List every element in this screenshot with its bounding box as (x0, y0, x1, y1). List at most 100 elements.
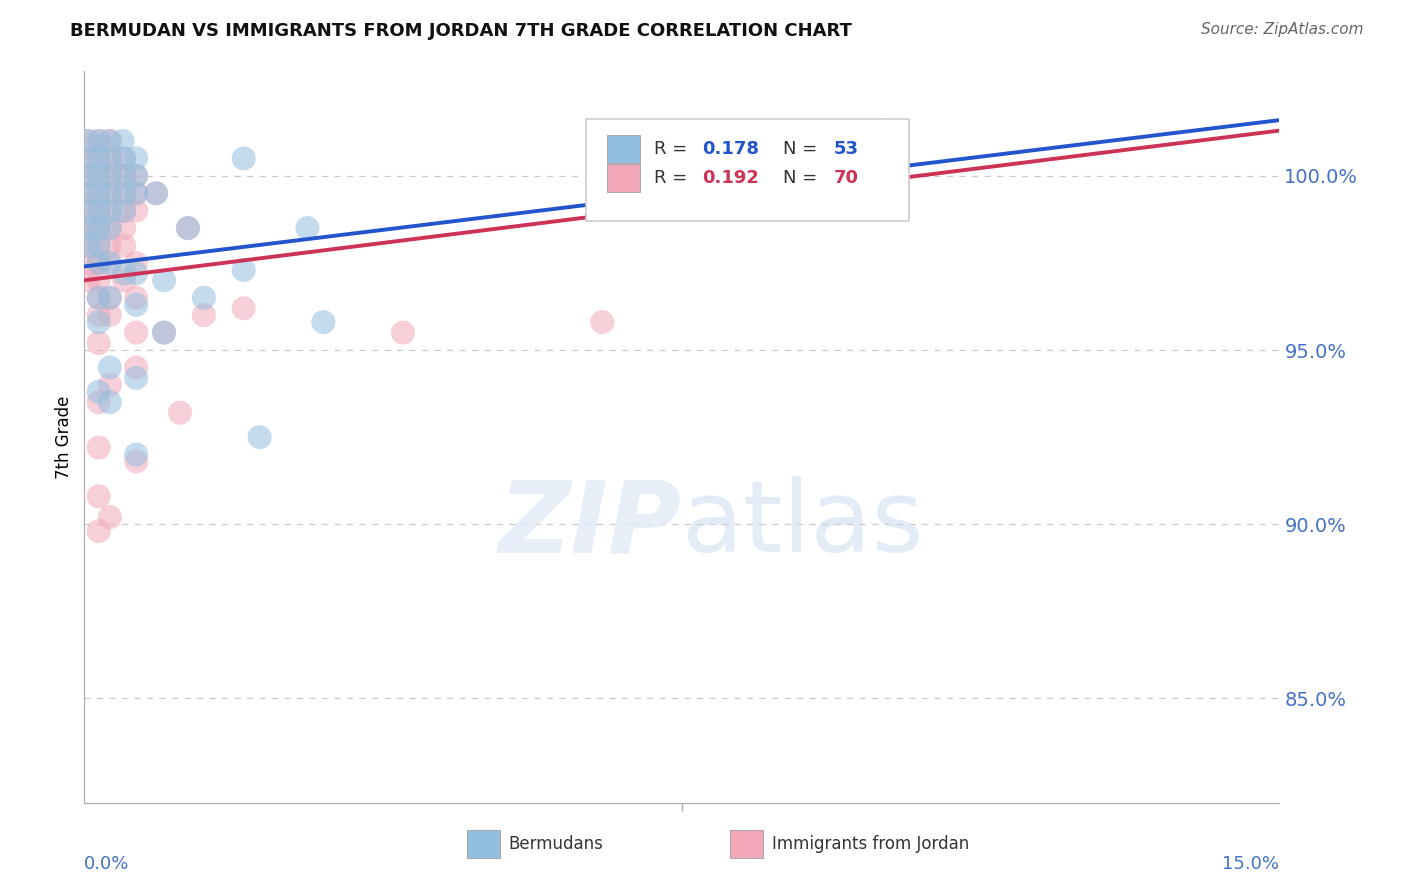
Point (87, 152, 110, 166)
Point (77, 134, 100, 148)
Point (125, 454, 148, 468)
Point (77, 221, 100, 235)
Y-axis label: 7th Grade: 7th Grade (55, 395, 73, 479)
Text: Bermudans: Bermudans (509, 835, 603, 853)
Text: N =: N = (783, 169, 824, 187)
FancyBboxPatch shape (586, 119, 910, 221)
Point (87, 291, 110, 305)
Point (98, 256, 121, 270)
Point (98, 186, 121, 201)
Point (87, 221, 110, 235)
Point (87, 152, 110, 166)
Point (87, 441, 110, 455)
Point (98, 134, 121, 148)
Point (87, 256, 110, 270)
Point (98, 169, 121, 183)
Point (87, 203, 110, 218)
Point (125, 203, 148, 218)
Bar (606, 135, 640, 163)
Text: 15.0%: 15.0% (1222, 855, 1279, 873)
Point (98, 360, 121, 375)
Point (112, 203, 135, 218)
Point (87, 291, 110, 305)
Point (98, 134, 121, 148)
Point (125, 169, 148, 183)
Point (125, 186, 148, 201)
Point (125, 298, 148, 312)
Text: BERMUDAN VS IMMIGRANTS FROM JORDAN 7TH GRADE CORRELATION CHART: BERMUDAN VS IMMIGRANTS FROM JORDAN 7TH G… (70, 22, 852, 40)
Point (98, 395, 121, 409)
Point (87, 336, 110, 351)
Point (77, 134, 100, 148)
Point (112, 169, 135, 183)
Point (87, 134, 110, 148)
Point (77, 221, 100, 235)
Text: ZIP: ZIP (499, 476, 682, 574)
Point (98, 221, 121, 235)
Point (125, 326, 148, 340)
Point (112, 169, 135, 183)
Point (125, 266, 148, 280)
Point (232, 263, 254, 277)
Point (87, 489, 110, 503)
Point (870, 123, 893, 137)
Point (193, 291, 215, 305)
Point (77, 238, 100, 252)
Point (125, 186, 148, 201)
Point (145, 186, 167, 201)
Point (111, 134, 134, 148)
Point (87, 186, 110, 201)
Point (98, 203, 121, 218)
Point (87, 308, 110, 322)
Point (77, 169, 100, 183)
Text: 0.192: 0.192 (702, 169, 759, 187)
Point (98, 377, 121, 392)
Point (169, 406, 191, 420)
Point (98, 291, 121, 305)
Point (77, 152, 100, 166)
Point (177, 221, 200, 235)
Point (87, 524, 110, 538)
Point (153, 273, 176, 287)
Bar (606, 164, 640, 192)
Point (98, 238, 121, 252)
Text: 0.178: 0.178 (702, 140, 759, 158)
Text: atlas: atlas (682, 476, 924, 574)
Point (77, 203, 100, 218)
Text: 70: 70 (834, 169, 859, 187)
Point (87, 384, 110, 399)
Bar (467, 830, 501, 858)
Point (112, 152, 135, 166)
Point (98, 152, 121, 166)
Point (153, 326, 176, 340)
Point (77, 169, 100, 183)
Point (232, 301, 254, 316)
Point (77, 256, 100, 270)
Point (98, 308, 121, 322)
Point (193, 308, 215, 322)
Point (112, 273, 135, 287)
Point (98, 186, 121, 201)
Point (87, 169, 110, 183)
Point (87, 169, 110, 183)
Point (112, 203, 135, 218)
Point (77, 238, 100, 252)
Text: 53: 53 (834, 140, 859, 158)
Point (112, 186, 135, 201)
Point (77, 152, 100, 166)
Text: R =: R = (654, 169, 693, 187)
Point (87, 186, 110, 201)
Point (87, 221, 110, 235)
Point (153, 326, 176, 340)
Point (591, 315, 613, 329)
Point (77, 186, 100, 201)
Point (77, 273, 100, 287)
Text: 0.0%: 0.0% (84, 855, 129, 873)
Point (77, 186, 100, 201)
Text: Source: ZipAtlas.com: Source: ZipAtlas.com (1201, 22, 1364, 37)
Point (87, 134, 110, 148)
Point (87, 238, 110, 252)
Point (112, 266, 135, 280)
Point (125, 371, 148, 385)
Point (98, 256, 121, 270)
